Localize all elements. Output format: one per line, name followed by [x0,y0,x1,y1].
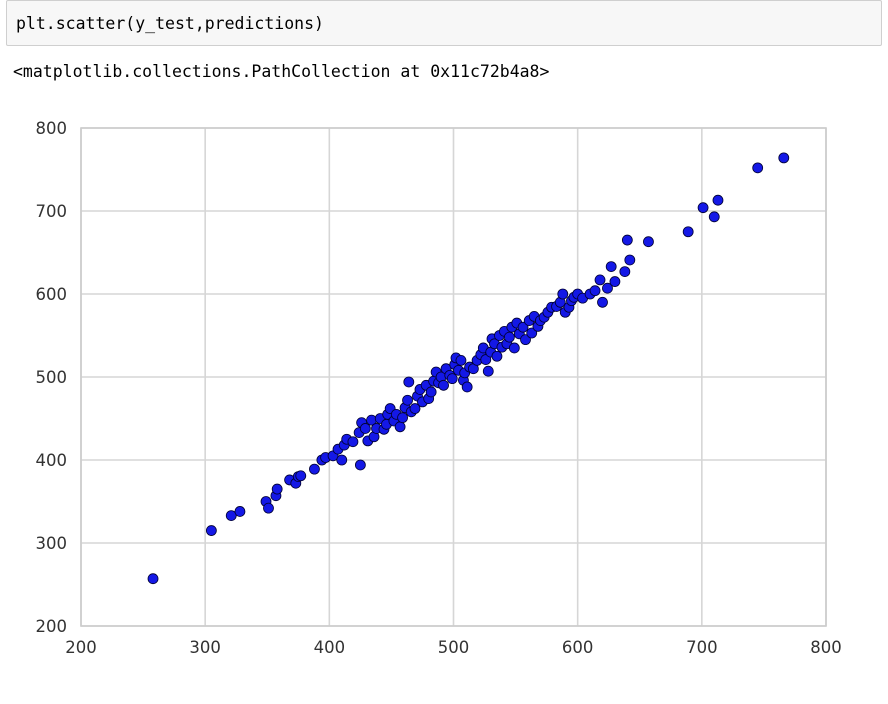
scatter-point [517,321,529,333]
scatter-point [752,162,764,174]
scatter-point [491,350,503,362]
scatter-point [347,436,359,448]
x-tick-label: 500 [438,638,470,657]
y-tick-label: 600 [36,285,68,304]
y-tick-label: 200 [36,617,68,636]
scatter-point [503,331,515,343]
scatter-point [397,412,408,424]
scatter-point [520,334,531,346]
axes-frame [80,127,827,627]
scatter-point [708,211,720,223]
data-points [147,152,790,585]
scatter-point [295,470,307,482]
code-cell-source[interactable]: plt.scatter(y_test,predictions) [16,13,324,33]
cell-output-text: <matplotlib.collections.PathCollection a… [13,62,550,81]
code-cell[interactable]: plt.scatter(y_test,predictions) [6,0,882,46]
scatter-point [682,226,694,238]
scatter-point [309,463,320,475]
scatter-point [225,510,237,522]
scatter-point [409,403,421,414]
scatter-point [712,194,724,206]
scatter-point [697,202,709,214]
y-tick-label: 700 [36,202,68,221]
scatter-point [263,502,274,514]
scatter-point [508,342,520,354]
scatter-point [589,285,601,297]
x-tick-label: 200 [65,638,97,657]
scatter-point [526,327,538,339]
scatter-point [624,254,636,266]
scatter-point [643,236,654,248]
y-tick-label: 300 [36,534,68,553]
scatter-point [455,354,467,366]
x-tick-labels: 200 300 400 500 600 700 800 [65,638,842,657]
scatter-point [594,274,606,286]
scatter-point [597,296,608,308]
y-tick-label: 800 [36,119,68,138]
scatter-point [557,288,569,300]
scatter-point [619,266,631,277]
scatter-point [234,506,246,517]
scatter-plot-svg: 200 300 400 500 600 700 800 200 300 400 500 600 700… [36,119,842,657]
scatter-point [354,459,366,471]
scatter-point [402,394,413,406]
scatter-point [403,376,415,388]
x-tick-label: 700 [686,638,718,657]
scatter-point [205,525,217,536]
scatter-point [425,386,437,398]
scatter-point [147,573,159,585]
y-tick-labels: 200 300 400 500 600 700 800 [36,119,68,636]
scatter-point [482,365,494,377]
x-tick-label: 300 [189,638,221,657]
scatter-point [602,282,613,294]
scatter-point [336,454,348,466]
scatter-point [609,276,621,287]
scatter-point [271,483,283,495]
y-tick-label: 500 [36,368,68,387]
scatter-point [605,261,617,273]
scatter-point [778,152,790,164]
x-tick-label: 400 [314,638,346,657]
scatter-point [359,423,371,434]
scatter-point [446,373,458,385]
scatter-point [621,234,633,246]
scatter-point [461,381,473,393]
x-tick-label: 800 [810,638,842,657]
scatter-point [438,379,449,391]
x-tick-label: 600 [562,638,594,657]
scatter-chart: 200 300 400 500 600 700 800 200 300 400 500 600 700… [0,100,888,704]
scatter-point [394,421,406,433]
y-tick-label: 400 [36,451,68,470]
scatter-point [480,354,492,365]
